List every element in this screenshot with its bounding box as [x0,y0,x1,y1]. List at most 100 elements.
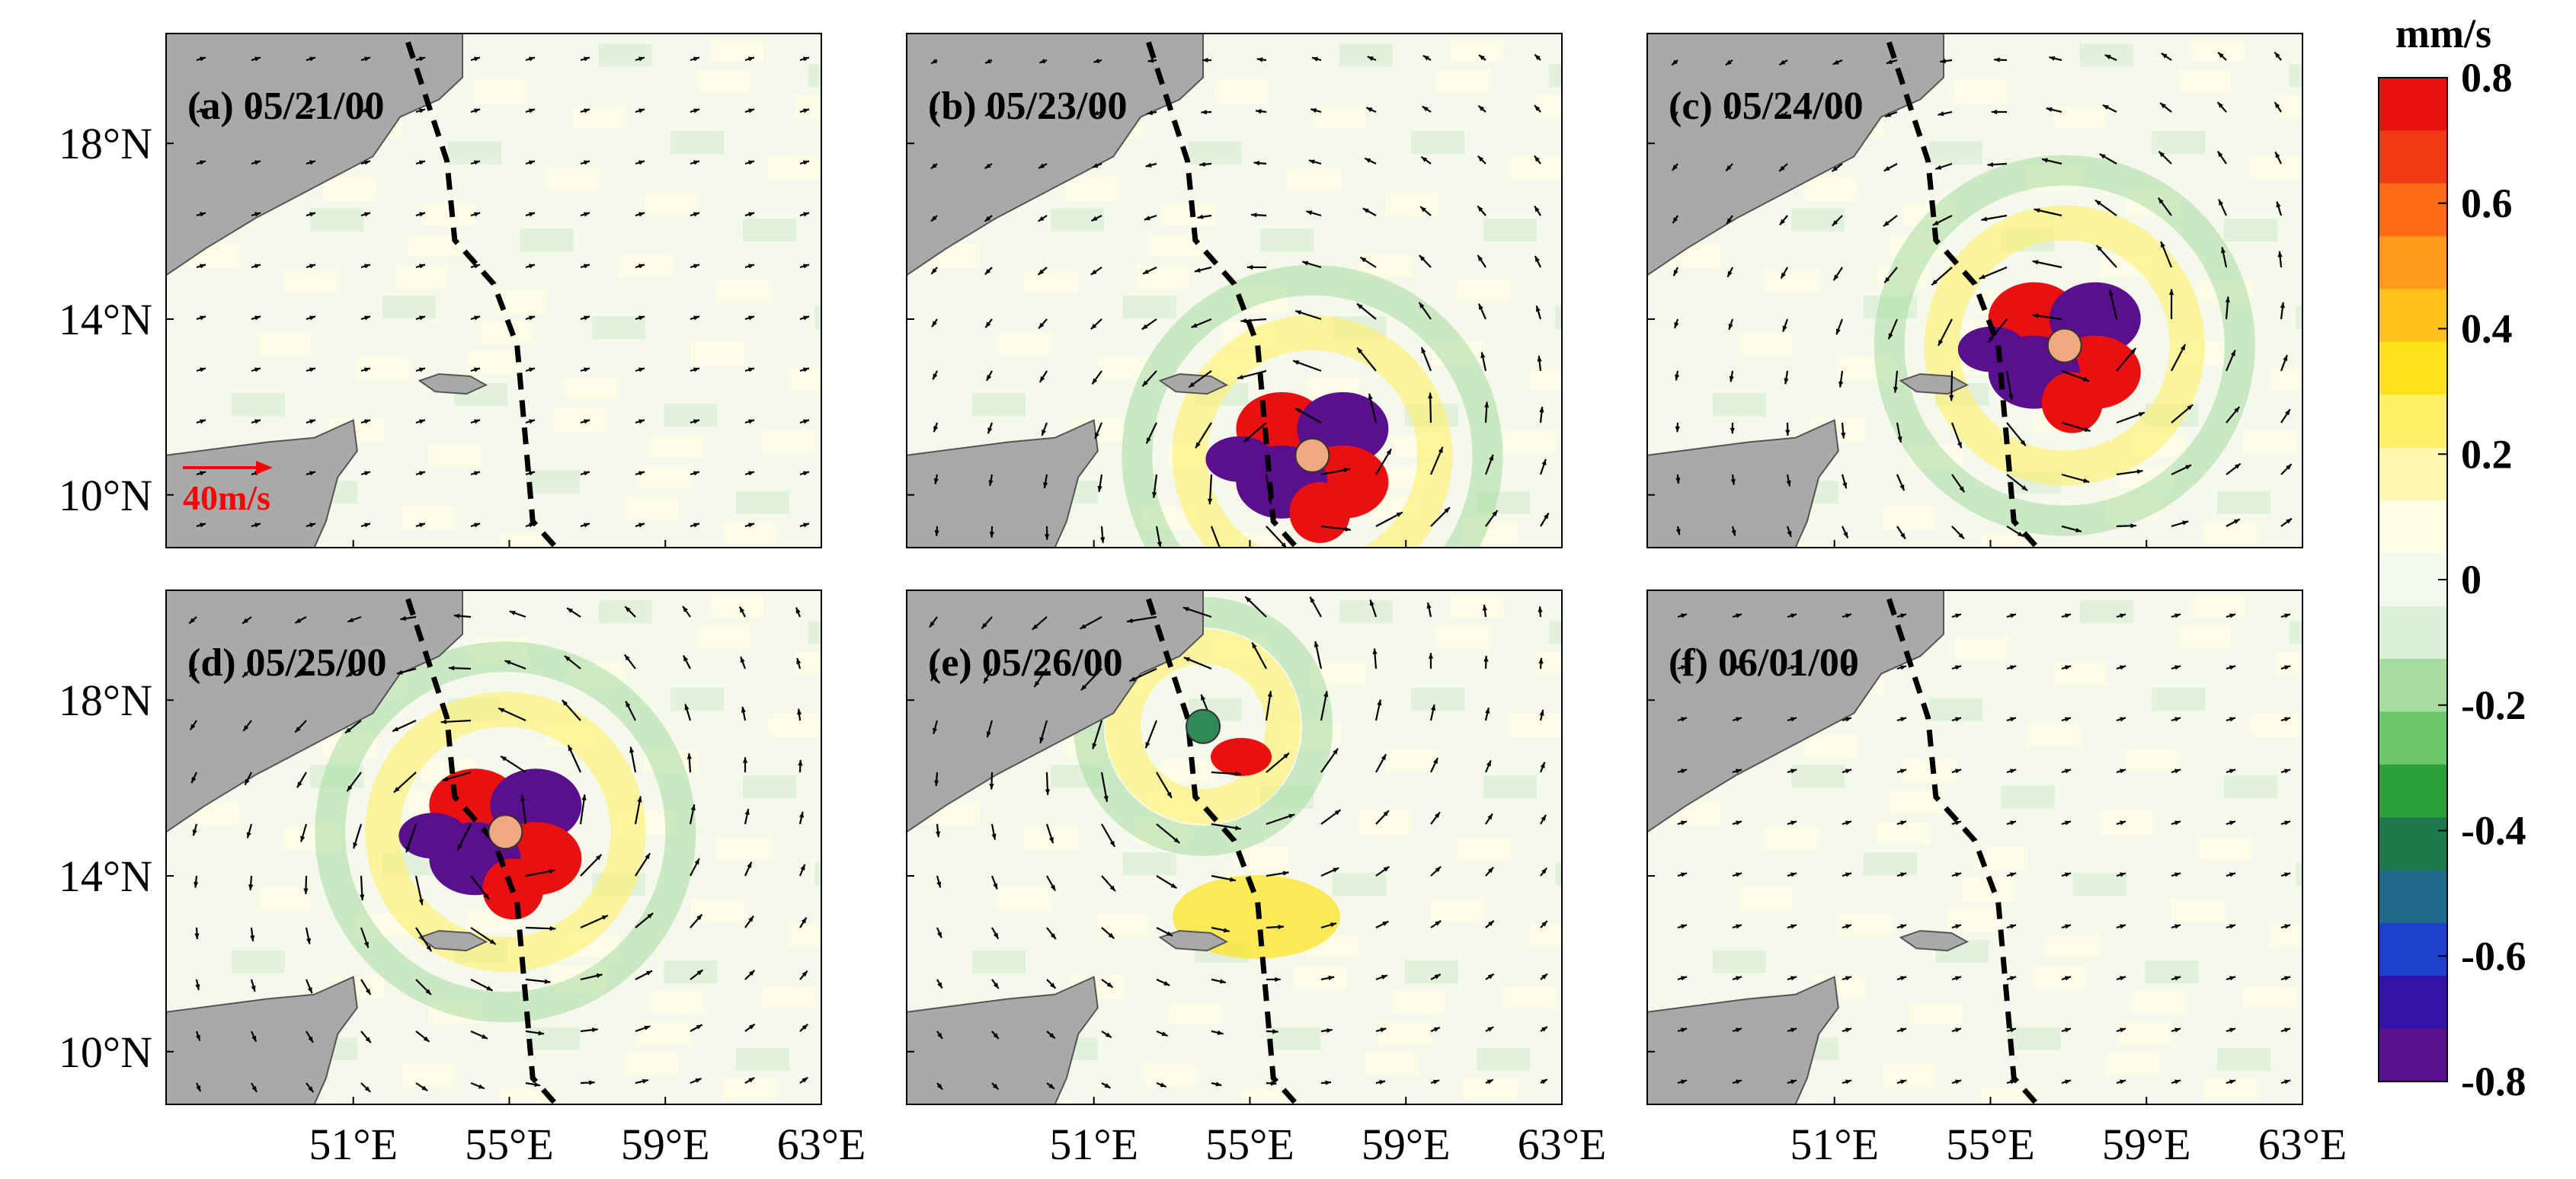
panel-content: 40m/s [166,34,821,548]
wind-vector-head [196,1085,201,1092]
wind-vector-head [1050,884,1056,891]
wind-vector-head [796,708,802,715]
map-panel-b: (b) 05/23/00 [906,33,1563,548]
wind-vector-head [1883,166,1890,171]
wind-vector-head [1245,596,1251,602]
field-cell [2270,924,2302,947]
wind-vector-head [936,931,942,938]
wind-vector-head [1845,820,1851,826]
wind-vector-head [1955,976,1961,981]
wind-vector-head [1932,220,1939,225]
wind-vectors [196,56,810,528]
wind-vector-head [474,264,480,269]
arabian-peninsula [907,34,1204,276]
wind-vector-head [2187,404,2194,411]
wind-vector-head [629,746,635,753]
field-cell [1804,734,1858,757]
wind-vector-head [993,883,998,890]
field-core [1289,481,1351,543]
colorbar-segment [2379,659,2447,712]
wind-vector-head [2046,107,2053,112]
field-cell [526,1027,580,1050]
wind-vector-head [2286,464,2292,470]
wind-vector-head [529,264,535,269]
wind-vector-head [1833,274,1839,281]
wind-vector-head [1731,529,1736,536]
field-cell [762,429,816,452]
field-cell [2079,600,2133,624]
field-cell [1437,69,1491,93]
field-cell [808,621,821,644]
field-ring [1924,205,2205,486]
wind-vector-head [584,264,590,269]
wind-vector-head [1288,813,1295,819]
wind-vector-head [936,1083,942,1090]
wind-vector-head [254,212,261,217]
wind-vector-head [1147,110,1154,116]
field-cell [2276,95,2302,118]
field-cell [2289,621,2302,644]
wind-vector-head [189,670,195,677]
field-cell [1378,1022,1432,1045]
field-cell [2119,1022,2173,1045]
wind-vector-head [474,212,480,217]
wind-vector-head [2120,976,2126,981]
field-cell [1411,131,1465,155]
field-cell [1739,331,1793,355]
colorbar-tick-label: -0.2 [2461,682,2526,728]
y-axis-ticks: 18°N 14°N 10°N 18°N 14°N 10°N [59,119,152,1077]
field-cell [2046,935,2101,958]
wind-vector-head [984,677,989,684]
wind-vector-head [1251,212,1257,218]
wind-vector-head [1790,872,1797,877]
wind-vector-head [1779,59,1786,66]
wind-vector-head [1931,280,1938,286]
colorbar-unit-label: mm/s [2395,11,2491,56]
field-cell [1647,1104,1701,1127]
field-cell [1883,1063,1937,1086]
wind-vector-head [2065,613,2071,618]
wind-vector-head [2174,717,2181,722]
wind-vector-head [1043,482,1048,489]
wind-vector-head [1435,920,1442,926]
wind-vector-head [1202,57,1208,63]
wind-vector-head [474,160,480,165]
arabian-peninsula [1647,34,1944,276]
wind-vector-head [1386,449,1392,455]
wind-vector-head [309,367,315,372]
wind-vector-head [1108,932,1115,939]
wind-vector-head [549,869,555,874]
wind-vector-head [1899,484,1905,491]
field-cell [258,888,312,912]
field-cell [1837,914,1891,938]
wind-vector-head [2010,820,2016,826]
wind-vector-head [584,471,590,476]
wind-vectors [929,596,1548,1091]
wind-vector-head [1199,161,1205,167]
field-shading [1660,38,2302,548]
wind-vector-head [2286,518,2292,524]
wind-vector-head [245,778,250,785]
wind-vector-head [638,367,645,372]
wind-vector-head [200,56,206,62]
wind-vector-head [2230,350,2235,356]
wind-vector-head [2277,251,2283,257]
wind-vector-head [1991,109,1998,115]
field-cell [421,203,475,226]
colorbar-tick-label: -0.8 [2461,1059,2526,1104]
wind-vector-head [744,809,750,816]
wind-vector-head [295,727,301,733]
field-cell [2106,1053,2159,1076]
wind-vector-head [2094,200,2101,206]
wind-vector-head [347,785,353,791]
land [907,590,1229,1104]
wind-vector-head [1681,717,1687,722]
panel-label: (c) 05/24/00 [1669,85,1864,128]
wind-vector-head [308,1036,313,1043]
wind-vector-head [2229,768,2235,774]
field-cell [670,688,725,711]
wind-vector-head [748,160,754,165]
wind-vector-head [1534,206,1540,212]
field-cell [723,1078,776,1102]
wind-vector-head [1728,323,1733,330]
